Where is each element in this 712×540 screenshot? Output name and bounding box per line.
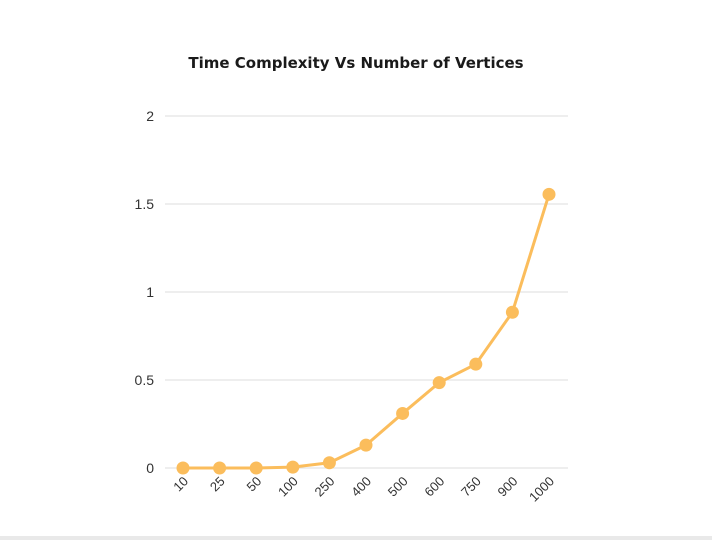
data-point[interactable] [286,461,299,474]
x-tick-label: 750 [458,474,484,500]
x-axis-ticks: 10 25 50 100 250 400 500 600 750 900 1000 [170,474,557,505]
bottom-divider [0,536,712,540]
y-tick-label: 1.5 [135,196,155,212]
x-tick-label: 10 [170,474,191,495]
x-tick-label: 25 [207,474,228,495]
data-point[interactable] [506,306,519,319]
grid-lines [165,116,568,468]
series-layer [177,188,556,475]
x-tick-label: 50 [243,474,264,495]
data-point[interactable] [433,376,446,389]
data-point[interactable] [360,439,373,452]
x-tick-label: 1000 [526,474,557,505]
data-point[interactable] [177,462,190,475]
x-tick-label: 400 [348,474,374,500]
data-point[interactable] [396,407,409,420]
data-point[interactable] [250,462,263,475]
y-tick-label: 2 [146,108,154,124]
data-point[interactable] [469,358,482,371]
data-point[interactable] [543,188,556,201]
y-tick-label: 1 [146,284,154,300]
y-tick-label: 0 [146,460,154,476]
y-axis-ticks: 0 0.5 1 1.5 2 [135,108,155,476]
data-point[interactable] [323,456,336,469]
series-line-0 [183,194,549,468]
data-point[interactable] [213,462,226,475]
x-tick-label: 900 [495,474,521,500]
chart-title: Time Complexity Vs Number of Vertices [188,54,523,72]
x-tick-label: 100 [275,474,301,500]
x-tick-label: 250 [312,474,338,500]
x-tick-label: 500 [385,474,411,500]
x-tick-label: 600 [421,474,447,500]
y-tick-label: 0.5 [135,372,155,388]
